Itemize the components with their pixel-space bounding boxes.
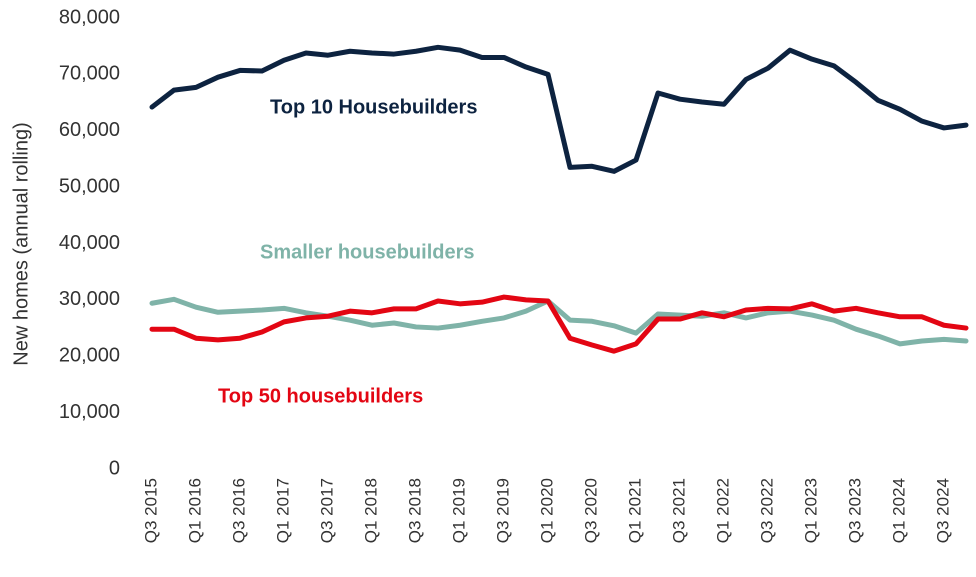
x-tick-label: Q1 2016 — [185, 478, 204, 543]
x-tick-label: Q1 2019 — [449, 478, 468, 543]
y-tick-label: 0 — [109, 457, 120, 479]
x-tick-label: Q3 2024 — [933, 478, 952, 543]
y-axis-title: New homes (annual rolling) — [10, 122, 32, 365]
x-tick-label: Q3 2015 — [141, 478, 160, 543]
y-tick-label: 70,000 — [59, 63, 120, 85]
series-label: Top 10 Housebuilders — [270, 96, 477, 118]
y-tick-label: 10,000 — [59, 401, 120, 423]
x-tick-label: Q1 2023 — [801, 478, 820, 543]
x-tick-label: Q3 2022 — [757, 478, 776, 543]
series-label: Smaller housebuilders — [260, 241, 475, 263]
y-tick-label: 30,000 — [59, 288, 120, 310]
x-tick-label: Q3 2020 — [581, 478, 600, 543]
y-tick-label: 20,000 — [59, 345, 120, 367]
y-tick-label: 60,000 — [59, 119, 120, 141]
x-tick-label: Q3 2016 — [229, 478, 248, 543]
x-tick-label: Q3 2023 — [845, 478, 864, 543]
x-tick-label: Q3 2019 — [493, 478, 512, 543]
series-line — [149, 294, 969, 354]
x-tick-label: Q1 2018 — [361, 478, 380, 543]
y-tick-label: 50,000 — [59, 175, 120, 197]
series-line — [149, 44, 969, 174]
x-tick-label: Q3 2018 — [405, 478, 424, 543]
series-line — [149, 296, 969, 347]
y-tick-label: 40,000 — [59, 232, 120, 254]
x-tick-label: Q3 2017 — [317, 478, 336, 543]
x-tick-label: Q3 2021 — [669, 478, 688, 543]
x-tick-label: Q1 2017 — [273, 478, 292, 543]
x-tick-label: Q1 2022 — [713, 478, 732, 543]
x-tick-label: Q1 2024 — [889, 478, 908, 543]
y-tick-label: 80,000 — [59, 6, 120, 28]
x-tick-label: Q1 2021 — [625, 478, 644, 543]
series-label: Top 50 housebuilders — [218, 385, 423, 407]
x-tick-label: Q1 2020 — [537, 478, 556, 543]
